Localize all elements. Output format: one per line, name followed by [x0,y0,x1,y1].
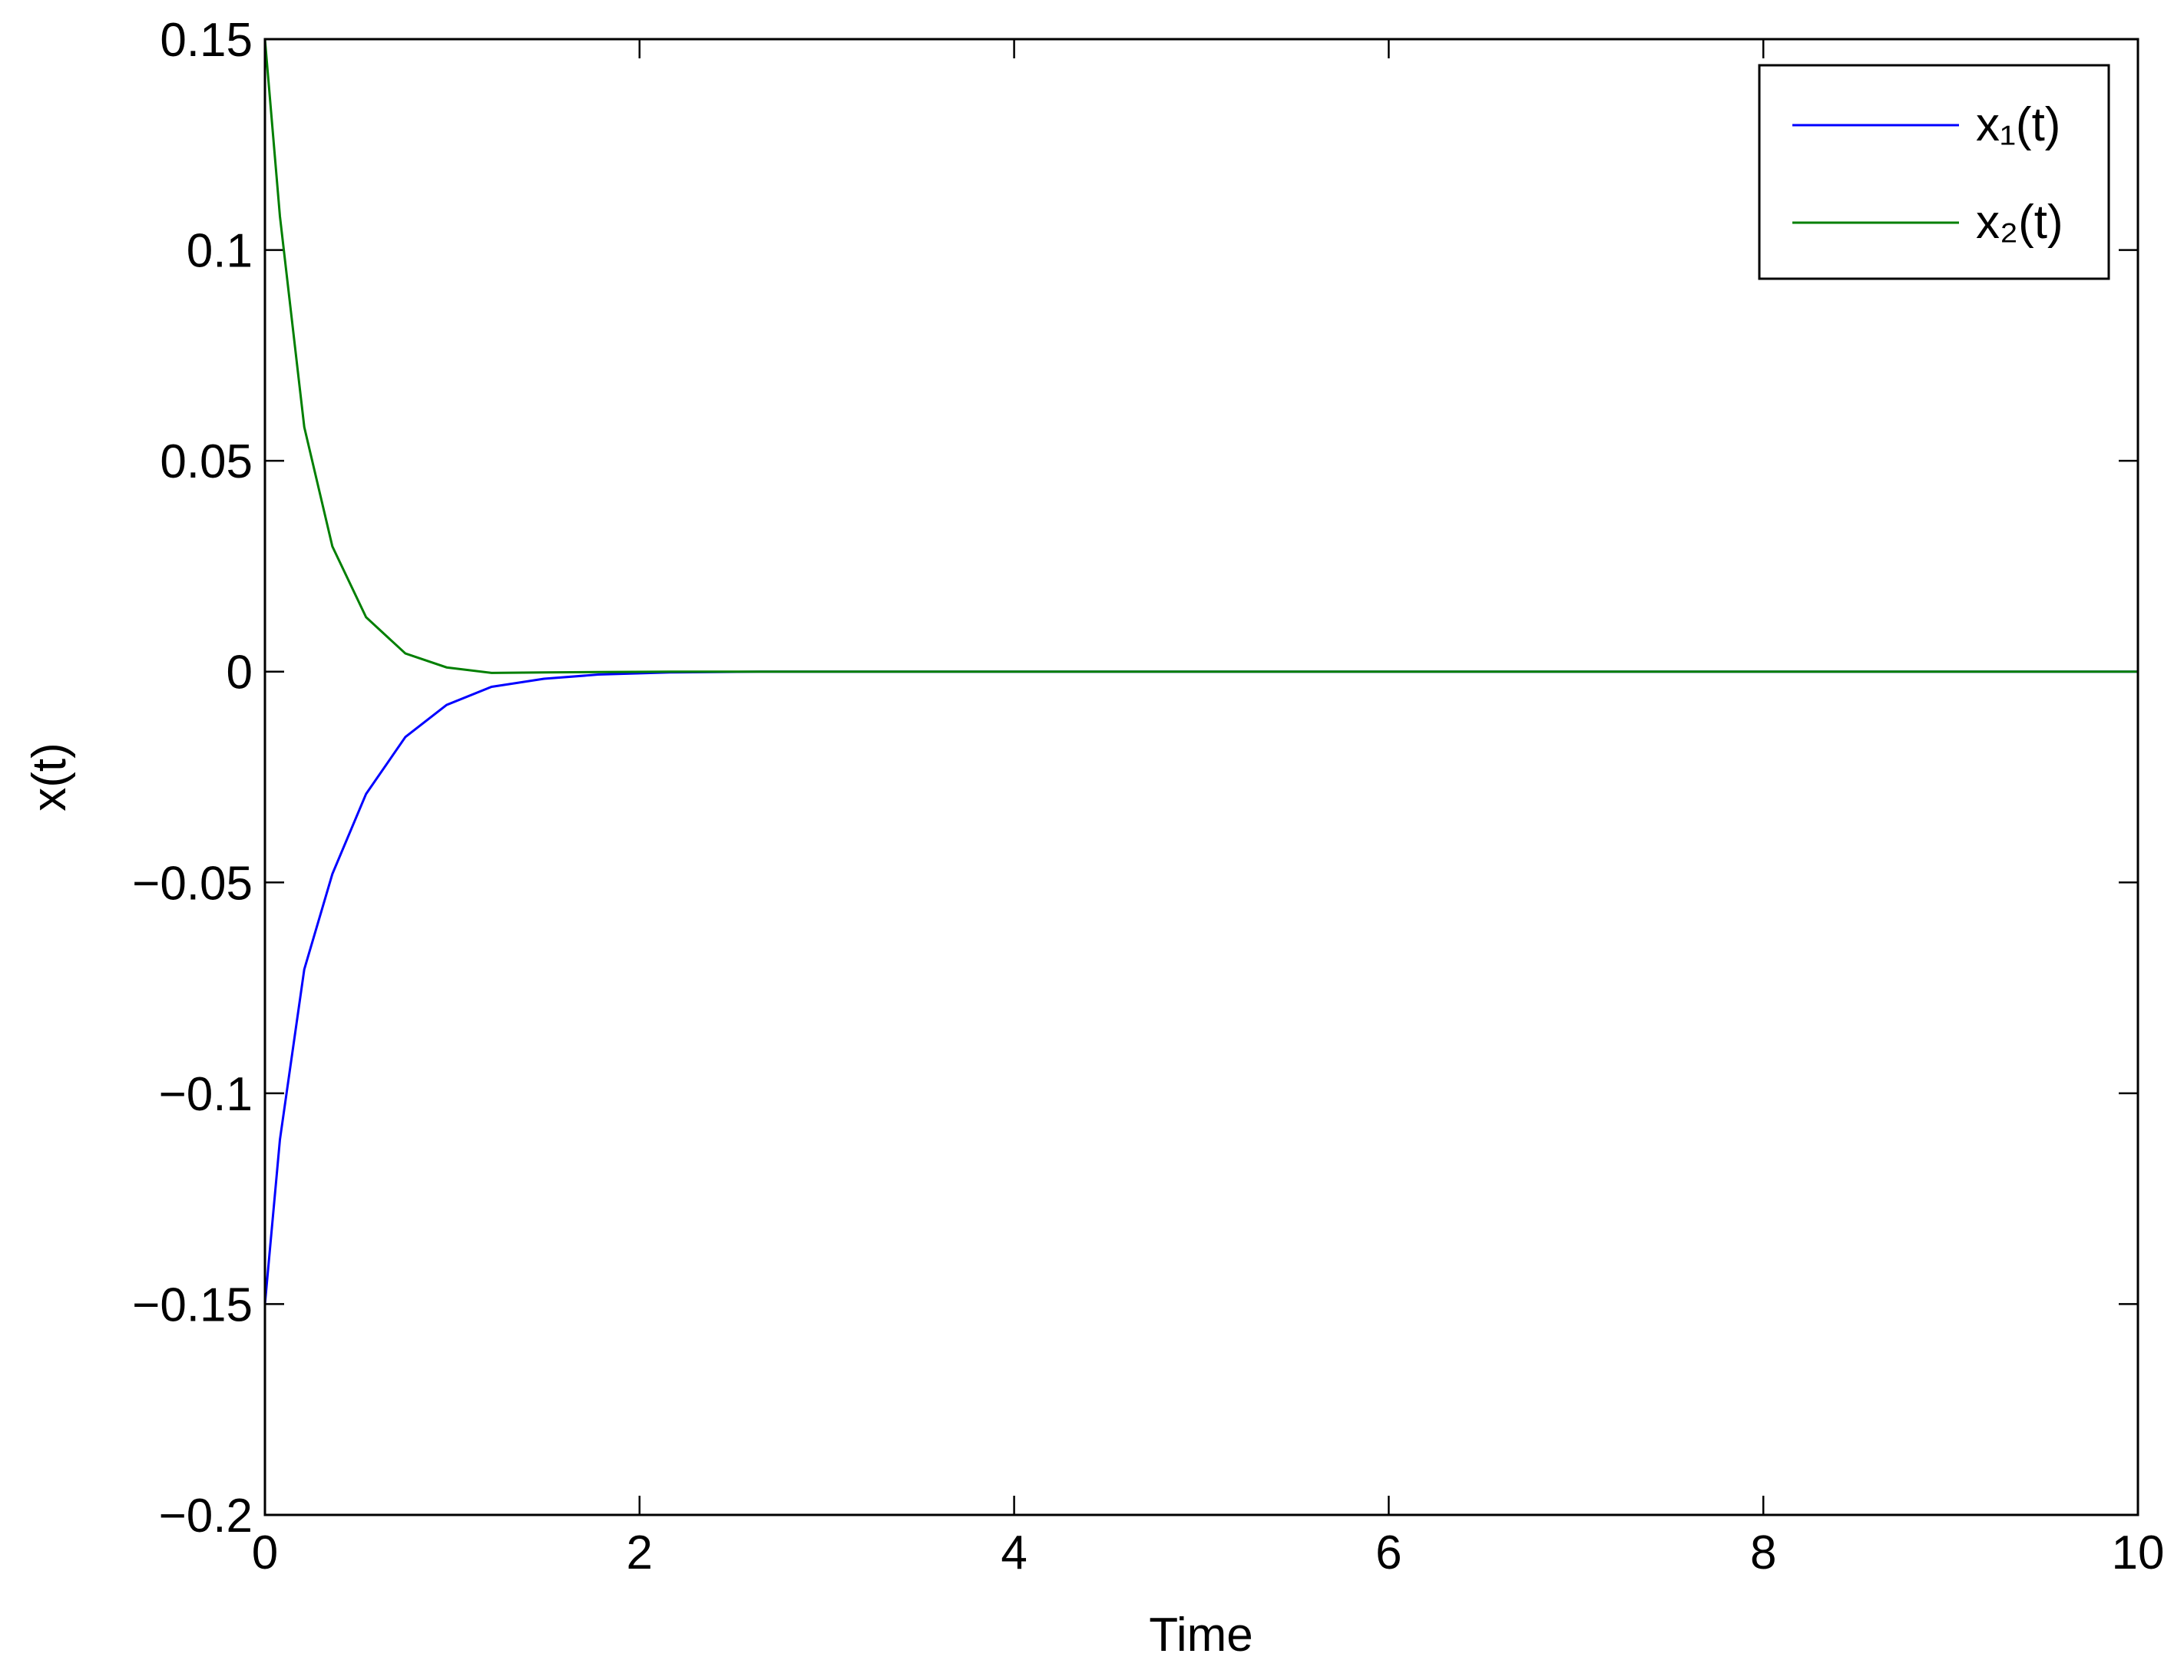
legend-label: x₁(t) [1976,98,2060,151]
x-axis-label: Time [1149,1609,1252,1662]
y-tick-label: −0.05 [132,857,253,910]
legend-label: x₂(t) [1976,196,2063,249]
y-tick-label: −0.15 [132,1278,253,1331]
y-axis-label: x(t) [23,742,76,812]
y-tick-label: −0.1 [159,1068,253,1121]
x-tick-label: 4 [1001,1526,1027,1579]
x-tick-label: 6 [1375,1526,1401,1579]
y-tick-label: 0 [227,647,253,699]
y-tick-label: 0.05 [160,435,253,488]
x-tick-label: 10 [2112,1526,2165,1579]
x-tick-label: 8 [1750,1526,1776,1579]
x-tick-label: 2 [627,1526,653,1579]
legend-box [1758,64,2110,280]
series-line [263,38,2138,674]
x-tick-label: 0 [252,1526,278,1579]
y-tick-label: 0.15 [160,14,253,67]
y-tick-label: 0.1 [187,225,253,278]
axes-frame [263,38,2139,1516]
y-tick-label: −0.2 [159,1490,253,1543]
